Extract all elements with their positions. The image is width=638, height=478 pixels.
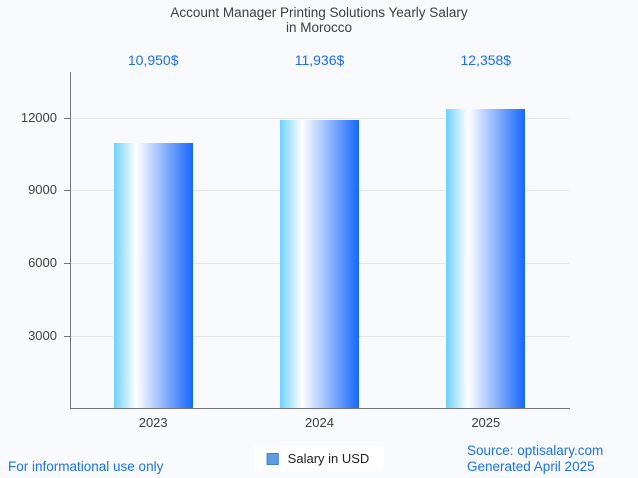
bar-value-label: 12,358$ bbox=[460, 52, 512, 68]
source-link[interactable]: Source: optisalary.com bbox=[467, 443, 604, 458]
x-axis-label-2023: 2023 bbox=[138, 415, 168, 430]
disclaimer-text: For informational use only bbox=[8, 459, 164, 474]
y-axis-tick-label: 6000 bbox=[28, 255, 57, 270]
legend-swatch-icon bbox=[266, 452, 279, 465]
y-axis-line bbox=[70, 72, 71, 408]
legend: Salary in USD bbox=[254, 446, 384, 471]
y-axis-tick-label: 12000 bbox=[20, 109, 57, 125]
generated-text: Generated April 2025 bbox=[467, 459, 595, 474]
y-axis-tick bbox=[64, 263, 71, 264]
chart-title-line2: in Morocco bbox=[285, 20, 353, 35]
y-axis-tick bbox=[64, 190, 71, 192]
gridline bbox=[70, 117, 569, 119]
bar-2023[interactable] bbox=[113, 143, 193, 408]
y-axis-tick-label: 3000 bbox=[28, 327, 57, 343]
legend-label: Salary in USD bbox=[287, 451, 370, 466]
bar-2025[interactable] bbox=[446, 109, 526, 408]
chart-title: Account Manager Printing Solutions Yearl… bbox=[0, 5, 638, 35]
x-axis-line bbox=[70, 408, 570, 409]
bar-2024[interactable] bbox=[280, 119, 359, 408]
source-block: Source: optisalary.com Generated April 2… bbox=[467, 443, 603, 475]
y-axis-tick-label: 9000 bbox=[28, 182, 57, 198]
chart-title-line1: Account Manager Printing Solutions Yearl… bbox=[170, 5, 468, 20]
y-axis-tick bbox=[64, 335, 71, 337]
x-axis-label-2024: 2024 bbox=[305, 415, 334, 430]
bar-value-label: 10,950$ bbox=[127, 52, 179, 68]
x-axis-label-2025: 2025 bbox=[471, 415, 501, 430]
y-axis-tick bbox=[64, 117, 71, 119]
bar-value-label: 11,936$ bbox=[294, 52, 345, 68]
